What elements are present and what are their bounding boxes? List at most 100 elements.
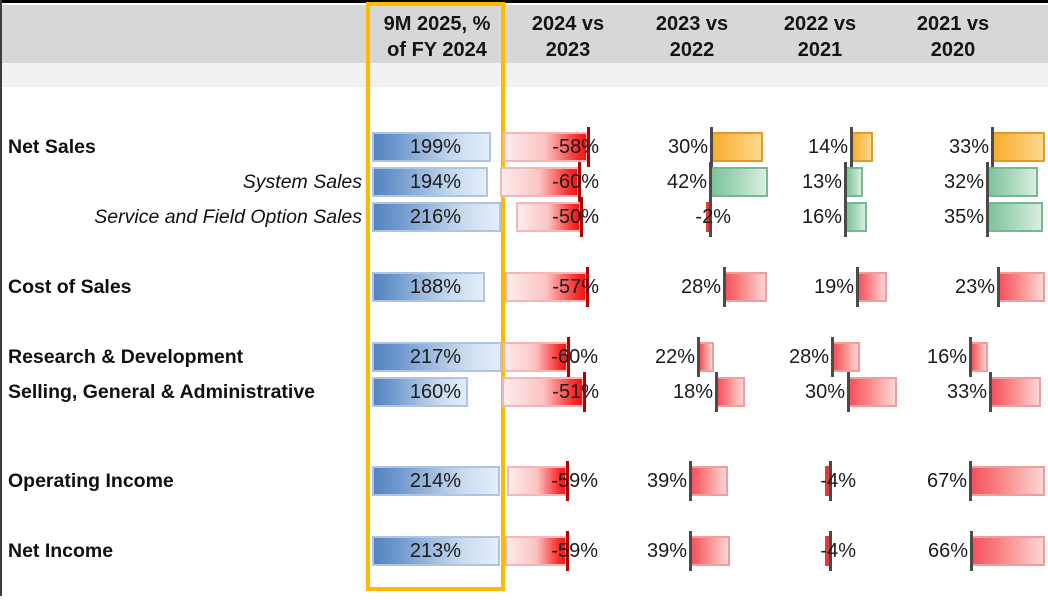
value-label: 30% bbox=[667, 136, 708, 158]
row-label: Research & Development bbox=[8, 346, 244, 368]
subheader-band bbox=[0, 63, 1048, 87]
column-header-line1: 2022 vs bbox=[783, 13, 857, 35]
data-bar bbox=[992, 132, 1045, 162]
row-label: Selling, General & Administrative bbox=[8, 381, 316, 403]
data-bar bbox=[987, 167, 1038, 197]
axis-tick bbox=[986, 162, 989, 202]
value-label: -51% bbox=[552, 381, 599, 403]
value-label: 39% bbox=[646, 540, 687, 562]
value-label: 188% bbox=[409, 276, 461, 298]
axis-tick bbox=[831, 337, 834, 377]
data-bar bbox=[372, 536, 500, 566]
value-label: 16% bbox=[926, 346, 967, 368]
value-label: 23% bbox=[954, 276, 995, 298]
axis-tick bbox=[829, 531, 832, 571]
row-label: Service and Field Option Sales bbox=[94, 206, 362, 228]
row-label: Cost of Sales bbox=[8, 276, 132, 298]
axis-tick bbox=[850, 127, 853, 167]
data-bar bbox=[990, 377, 1041, 407]
value-label: 216% bbox=[409, 206, 461, 228]
data-bar bbox=[372, 272, 485, 302]
axis-tick bbox=[566, 531, 569, 571]
value-label: -58% bbox=[552, 136, 599, 158]
axis-tick bbox=[844, 197, 847, 237]
data-bar bbox=[998, 272, 1045, 302]
data-bar bbox=[690, 536, 730, 566]
left-border bbox=[0, 0, 2, 596]
data-bar bbox=[825, 536, 830, 566]
header-band bbox=[0, 5, 1048, 63]
data-bar bbox=[372, 132, 491, 162]
value-label: 30% bbox=[804, 381, 845, 403]
column-header-line1: 2021 vs bbox=[916, 13, 990, 35]
axis-tick bbox=[697, 337, 700, 377]
axis-tick bbox=[710, 127, 713, 167]
axis-tick bbox=[991, 127, 994, 167]
value-label: 213% bbox=[409, 540, 461, 562]
column-header-line2: 2021 bbox=[797, 39, 843, 61]
axis-tick bbox=[970, 531, 973, 571]
value-label: 217% bbox=[409, 346, 461, 368]
row-label: Net Sales bbox=[8, 136, 96, 158]
axis-tick bbox=[723, 267, 726, 307]
value-label: 14% bbox=[807, 136, 848, 158]
value-label: -59% bbox=[551, 540, 598, 562]
value-label: 160% bbox=[409, 381, 461, 403]
axis-tick bbox=[997, 267, 1000, 307]
value-label: -60% bbox=[551, 346, 598, 368]
axis-tick bbox=[969, 461, 972, 501]
column-header-line1: 2024 vs bbox=[531, 13, 605, 35]
data-bar bbox=[706, 202, 710, 232]
column-header-2021vs2020: 2021 vs 2020 bbox=[868, 11, 1038, 65]
axis-tick bbox=[566, 461, 569, 501]
data-bar bbox=[970, 466, 1045, 496]
top-border bbox=[0, 0, 1048, 3]
data-bar bbox=[372, 466, 500, 496]
column-header-line2: 2020 bbox=[930, 39, 976, 61]
value-label: 199% bbox=[409, 136, 461, 158]
data-bar bbox=[500, 167, 579, 197]
value-label: 42% bbox=[666, 171, 707, 193]
highlight-box bbox=[366, 2, 505, 591]
value-label: -4% bbox=[820, 540, 856, 562]
column-header-2023vs2022: 2023 vs 2022 bbox=[607, 11, 777, 65]
axis-tick bbox=[586, 267, 589, 307]
value-label: 19% bbox=[813, 276, 854, 298]
data-bar bbox=[710, 167, 768, 197]
axis-tick bbox=[580, 197, 583, 237]
value-label: 28% bbox=[788, 346, 829, 368]
data-bar bbox=[825, 466, 830, 496]
axis-tick bbox=[986, 197, 989, 237]
data-bar bbox=[507, 466, 567, 496]
value-label: 18% bbox=[672, 381, 713, 403]
axis-tick bbox=[587, 127, 590, 167]
row-label: Net Income bbox=[8, 540, 114, 562]
data-bar bbox=[832, 342, 860, 372]
value-label: 13% bbox=[801, 171, 842, 193]
data-bar bbox=[711, 132, 763, 162]
data-bar bbox=[857, 272, 887, 302]
data-bar bbox=[505, 536, 567, 566]
data-bar bbox=[970, 342, 988, 372]
axis-tick bbox=[969, 337, 972, 377]
row-label: System Sales bbox=[242, 171, 362, 193]
value-label: 28% bbox=[680, 276, 721, 298]
value-label: -4% bbox=[820, 470, 856, 492]
axis-tick bbox=[844, 162, 847, 202]
value-label: 66% bbox=[927, 540, 968, 562]
axis-tick bbox=[567, 337, 570, 377]
axis-tick bbox=[583, 372, 586, 412]
value-label: 33% bbox=[946, 381, 987, 403]
axis-tick bbox=[989, 372, 992, 412]
value-label: -50% bbox=[552, 206, 599, 228]
axis-tick bbox=[709, 162, 712, 202]
column-header-2022vs2021: 2022 vs 2021 bbox=[735, 11, 905, 65]
axis-tick bbox=[709, 197, 712, 237]
column-header-line2: of FY 2024 bbox=[387, 39, 487, 61]
column-header-2024vs2023: 2024 vs 2023 bbox=[483, 11, 653, 65]
value-label: -57% bbox=[552, 276, 599, 298]
value-label: 33% bbox=[948, 136, 989, 158]
value-label: 214% bbox=[409, 470, 461, 492]
axis-tick bbox=[689, 461, 692, 501]
